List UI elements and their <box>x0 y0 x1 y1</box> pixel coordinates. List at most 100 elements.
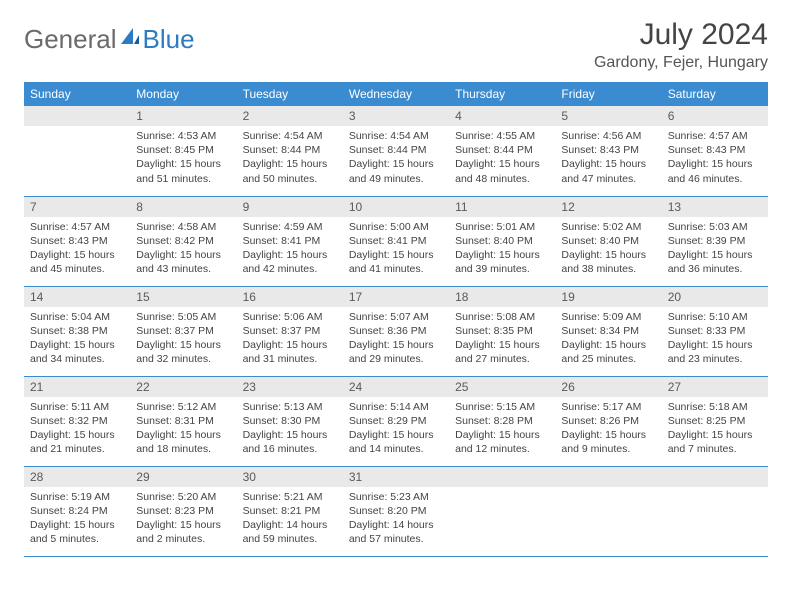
calendar-day-cell: 14Sunrise: 5:04 AMSunset: 8:38 PMDayligh… <box>24 286 130 376</box>
sunrise-text: Sunrise: 4:55 AM <box>455 129 549 143</box>
calendar-day-cell: 2Sunrise: 4:54 AMSunset: 8:44 PMDaylight… <box>237 106 343 196</box>
sunrise-text: Sunrise: 4:54 AM <box>243 129 337 143</box>
daylight-text-1: Daylight: 15 hours <box>136 518 230 532</box>
day-content: Sunrise: 5:10 AMSunset: 8:33 PMDaylight:… <box>662 307 768 373</box>
sunrise-text: Sunrise: 4:57 AM <box>668 129 762 143</box>
daylight-text-1: Daylight: 15 hours <box>561 428 655 442</box>
daylight-text-1: Daylight: 15 hours <box>243 338 337 352</box>
daylight-text-2: and 46 minutes. <box>668 172 762 186</box>
day-content: Sunrise: 5:21 AMSunset: 8:21 PMDaylight:… <box>237 487 343 553</box>
sunset-text: Sunset: 8:41 PM <box>243 234 337 248</box>
sunrise-text: Sunrise: 5:03 AM <box>668 220 762 234</box>
calendar-day-cell: 28Sunrise: 5:19 AMSunset: 8:24 PMDayligh… <box>24 466 130 556</box>
sunset-text: Sunset: 8:30 PM <box>243 414 337 428</box>
sunset-text: Sunset: 8:21 PM <box>243 504 337 518</box>
weekday-header: Monday <box>130 82 236 106</box>
calendar-day-cell: 1Sunrise: 4:53 AMSunset: 8:45 PMDaylight… <box>130 106 236 196</box>
calendar-day-cell: 5Sunrise: 4:56 AMSunset: 8:43 PMDaylight… <box>555 106 661 196</box>
calendar-day-cell: 3Sunrise: 4:54 AMSunset: 8:44 PMDaylight… <box>343 106 449 196</box>
day-content: Sunrise: 5:05 AMSunset: 8:37 PMDaylight:… <box>130 307 236 373</box>
month-title: July 2024 <box>594 18 768 52</box>
location: Gardony, Fejer, Hungary <box>594 54 768 72</box>
day-number: 16 <box>237 287 343 307</box>
daylight-text-1: Daylight: 14 hours <box>243 518 337 532</box>
day-content: Sunrise: 5:08 AMSunset: 8:35 PMDaylight:… <box>449 307 555 373</box>
daylight-text-1: Daylight: 15 hours <box>243 428 337 442</box>
calendar-day-cell <box>24 106 130 196</box>
day-content: Sunrise: 5:03 AMSunset: 8:39 PMDaylight:… <box>662 217 768 283</box>
day-number: 31 <box>343 467 449 487</box>
calendar-week-row: 7Sunrise: 4:57 AMSunset: 8:43 PMDaylight… <box>24 196 768 286</box>
day-number: 8 <box>130 197 236 217</box>
calendar-day-cell: 26Sunrise: 5:17 AMSunset: 8:26 PMDayligh… <box>555 376 661 466</box>
logo-text-blue: Blue <box>143 24 195 55</box>
day-content: Sunrise: 5:09 AMSunset: 8:34 PMDaylight:… <box>555 307 661 373</box>
sunset-text: Sunset: 8:39 PM <box>668 234 762 248</box>
sunrise-text: Sunrise: 5:13 AM <box>243 400 337 414</box>
calendar-day-cell: 13Sunrise: 5:03 AMSunset: 8:39 PMDayligh… <box>662 196 768 286</box>
calendar-day-cell: 31 Sunrise: 5:23 AMSunset: 8:20 PMDayligh… <box>343 466 449 556</box>
day-content: Sunrise: 4:57 AMSunset: 8:43 PMDaylight:… <box>24 217 130 283</box>
sunrise-text: Sunrise: 5:06 AM <box>243 310 337 324</box>
daylight-text-1: Daylight: 15 hours <box>136 248 230 262</box>
sunrise-text: Sunrise: 5:18 AM <box>668 400 762 414</box>
calendar-day-cell: 17Sunrise: 5:07 AMSunset: 8:36 PMDayligh… <box>343 286 449 376</box>
calendar-body: 1Sunrise: 4:53 AMSunset: 8:45 PMDaylight… <box>24 106 768 556</box>
day-number: 30 <box>237 467 343 487</box>
daylight-text-2: and 32 minutes. <box>136 352 230 366</box>
sunrise-text: Sunrise: 5:17 AM <box>561 400 655 414</box>
sunrise-text: Sunrise: 5:09 AM <box>561 310 655 324</box>
day-content: Sunrise: 5:04 AMSunset: 8:38 PMDaylight:… <box>24 307 130 373</box>
daylight-text-2: and 27 minutes. <box>455 352 549 366</box>
calendar-day-cell: 6Sunrise: 4:57 AMSunset: 8:43 PMDaylight… <box>662 106 768 196</box>
weekday-header: Saturday <box>662 82 768 106</box>
daylight-text-1: Daylight: 15 hours <box>30 338 124 352</box>
daylight-text-2: and 41 minutes. <box>349 262 443 276</box>
calendar-day-cell: 22Sunrise: 5:12 AMSunset: 8:31 PMDayligh… <box>130 376 236 466</box>
sunrise-text: Sunrise: 5:00 AM <box>349 220 443 234</box>
daylight-text-2: and 51 minutes. <box>136 172 230 186</box>
calendar-day-cell: 29Sunrise: 5:20 AMSunset: 8:23 PMDayligh… <box>130 466 236 556</box>
day-number: 27 <box>662 377 768 397</box>
day-number: 17 <box>343 287 449 307</box>
sunset-text: Sunset: 8:40 PM <box>455 234 549 248</box>
sunset-text: Sunset: 8:45 PM <box>136 143 230 157</box>
day-number: 6 <box>662 106 768 126</box>
daylight-text-1: Daylight: 15 hours <box>561 248 655 262</box>
daylight-text-2: and 31 minutes. <box>243 352 337 366</box>
daylight-text-2: and 12 minutes. <box>455 442 549 456</box>
daylight-text-1: Daylight: 15 hours <box>349 428 443 442</box>
daylight-text-2: and 5 minutes. <box>30 532 124 546</box>
sunset-text: Sunset: 8:36 PM <box>349 324 443 338</box>
day-number: 22 <box>130 377 236 397</box>
daylight-text-1: Daylight: 15 hours <box>455 428 549 442</box>
daylight-text-1: Daylight: 15 hours <box>243 157 337 171</box>
daylight-text-2: and 57 minutes. <box>349 532 443 546</box>
sunrise-text: Sunrise: 5:23 AM <box>349 490 443 504</box>
daylight-text-2: and 29 minutes. <box>349 352 443 366</box>
daylight-text-1: Daylight: 15 hours <box>349 338 443 352</box>
day-content: Sunrise: 4:54 AMSunset: 8:44 PMDaylight:… <box>237 126 343 192</box>
daylight-text-1: Daylight: 15 hours <box>668 428 762 442</box>
sunset-text: Sunset: 8:20 PM <box>349 504 443 518</box>
sunset-text: Sunset: 8:26 PM <box>561 414 655 428</box>
sunrise-text: Sunrise: 4:58 AM <box>136 220 230 234</box>
sunset-text: Sunset: 8:37 PM <box>243 324 337 338</box>
day-number: 18 <box>449 287 555 307</box>
day-number: 15 <box>130 287 236 307</box>
sunset-text: Sunset: 8:44 PM <box>349 143 443 157</box>
daylight-text-2: and 23 minutes. <box>668 352 762 366</box>
logo: General Blue <box>24 24 195 55</box>
sunrise-text: Sunrise: 5:10 AM <box>668 310 762 324</box>
daylight-text-1: Daylight: 15 hours <box>561 157 655 171</box>
daylight-text-1: Daylight: 14 hours <box>349 518 443 532</box>
calendar-day-cell: 27Sunrise: 5:18 AMSunset: 8:25 PMDayligh… <box>662 376 768 466</box>
day-content: Sunrise: 5:12 AMSunset: 8:31 PMDaylight:… <box>130 397 236 463</box>
calendar-day-cell: 30Sunrise: 5:21 AMSunset: 8:21 PMDayligh… <box>237 466 343 556</box>
daylight-text-2: and 47 minutes. <box>561 172 655 186</box>
daylight-text-2: and 43 minutes. <box>136 262 230 276</box>
day-number: 23 <box>237 377 343 397</box>
logo-sail-icon <box>119 26 141 53</box>
daylight-text-1: Daylight: 15 hours <box>30 248 124 262</box>
day-number: 4 <box>449 106 555 126</box>
